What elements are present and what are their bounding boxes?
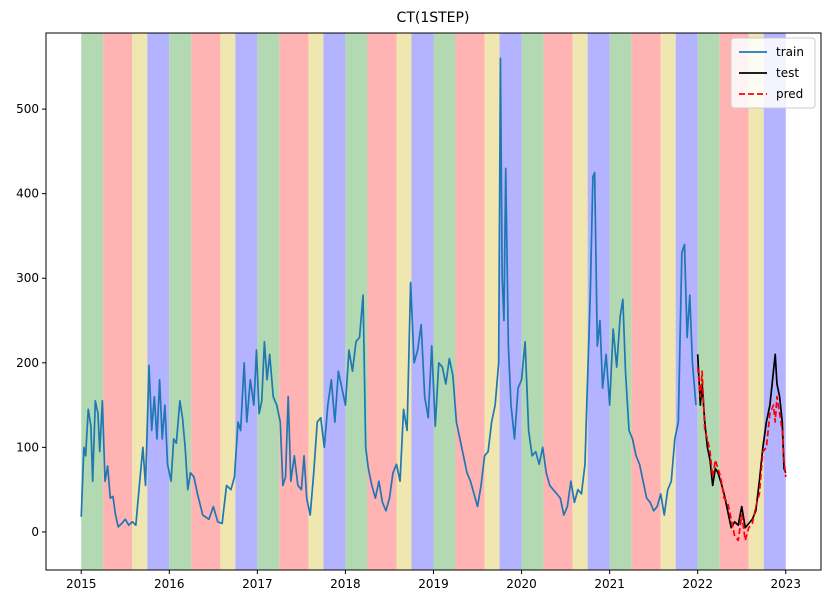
season-band-spring [257,33,280,570]
x-axis: 2015 2016 2017 2018 2019 2020 2021 2022 2023 [66,570,801,591]
series-line-test [696,353,787,529]
season-band-autumn [220,33,236,570]
y-tick-label: 300 [16,271,39,285]
x-tick-label: 2015 [66,577,97,591]
x-tick-label: 2016 [154,577,185,591]
y-tick-label: 0 [31,525,39,539]
season-band-winter [499,33,522,570]
season-band-autumn [748,33,764,570]
x-tick-label: 2023 [770,577,801,591]
x-tick-label: 2021 [594,577,625,591]
season-band-summer [631,33,661,570]
season-band-spring [697,33,720,570]
y-tick-label: 100 [16,440,39,454]
season-band-autumn [396,33,412,570]
season-band-summer [719,33,749,570]
season-band-autumn [132,33,148,570]
x-tick-label: 2022 [682,577,713,591]
x-tick-label: 2017 [242,577,273,591]
season-band-summer [279,33,309,570]
season-band-spring [521,33,544,570]
series-lines [80,57,787,542]
season-band-spring [609,33,632,570]
season-band-winter [147,33,170,570]
season-band-summer [367,33,397,570]
season-band-spring [433,33,456,570]
x-tick-label: 2018 [330,577,361,591]
season-band-autumn [572,33,588,570]
y-tick-label: 500 [16,102,39,116]
x-tick-label: 2019 [418,577,449,591]
season-band-summer [543,33,573,570]
season-band-winter [587,33,610,570]
season-band-spring [169,33,192,570]
season-band-winter [411,33,434,570]
season-band-summer [191,33,221,570]
y-axis: 0 100 200 300 400 500 [16,102,46,539]
legend-label-test: test [776,66,799,80]
y-tick-label: 400 [16,187,39,201]
legend-box [730,37,816,109]
legend: train test pred [730,37,816,109]
season-band-spring [345,33,368,570]
legend-label-train: train [776,45,804,59]
y-tick-label: 200 [16,356,39,370]
season-band-winter [235,33,258,570]
season-band-autumn [484,33,500,570]
season-band-summer [103,33,133,570]
season-band-winter [763,33,786,570]
season-band-spring [81,33,104,570]
series-line-pred [696,366,787,542]
x-tick-label: 2020 [506,577,537,591]
chart-title: CT(1STEP) [397,10,470,26]
season-band-autumn [308,33,324,570]
season-band-winter [323,33,346,570]
season-band-autumn [660,33,676,570]
series-line-train [80,57,697,528]
legend-label-pred: pred [776,87,803,101]
season-bands [81,33,786,570]
